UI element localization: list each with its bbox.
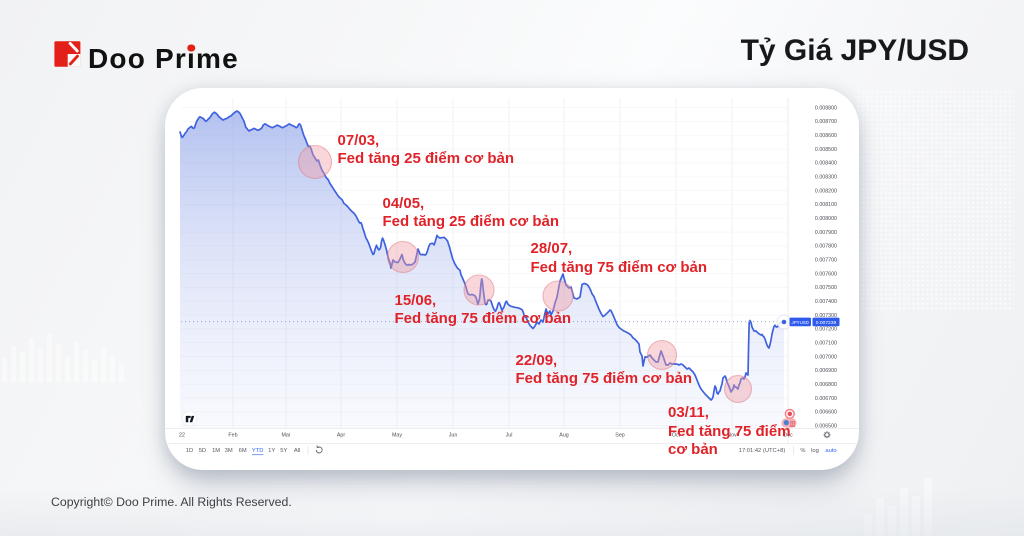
svg-text:1D: 1D [186,448,193,454]
svg-text:5Y: 5Y [280,448,287,454]
svg-text:0.008100: 0.008100 [815,202,837,208]
svg-text:0.007800: 0.007800 [815,244,837,250]
svg-text:3M: 3M [225,448,233,454]
svg-text:0.008500: 0.008500 [815,147,837,153]
svg-text:Jun: Jun [449,432,458,438]
svg-text:331: 331 [790,421,796,425]
svg-text:0.007000: 0.007000 [815,354,837,360]
svg-text:331: 331 [790,424,796,428]
svg-text:0.007400: 0.007400 [815,299,837,305]
svg-text:0.006500: 0.006500 [815,424,837,430]
svg-text:YTD: YTD [252,448,264,454]
svg-text:0.007200: 0.007200 [815,327,837,333]
svg-text:0.008700: 0.008700 [815,119,837,125]
svg-text:Feb: Feb [228,432,237,438]
svg-text:0.008600: 0.008600 [815,133,837,139]
svg-text:%: % [800,448,805,454]
svg-text:0.007300: 0.007300 [815,313,837,319]
svg-text:0.008400: 0.008400 [815,161,837,167]
svg-text:May: May [392,432,402,438]
svg-text:Dec: Dec [783,432,793,438]
svg-text:6M: 6M [239,448,247,454]
svg-text:0.008800: 0.008800 [815,105,837,111]
svg-text:Oct: Oct [672,432,681,438]
svg-text:Nov: Nov [727,432,737,438]
svg-text:log: log [811,448,819,454]
svg-text:Sep: Sep [615,432,624,438]
svg-text:0.008000: 0.008000 [815,216,837,222]
svg-text:0.006900: 0.006900 [815,368,837,374]
svg-text:All: All [294,448,300,454]
svg-text:0.006600: 0.006600 [815,410,837,416]
svg-text:0.007100: 0.007100 [815,341,837,347]
svg-text:0.006700: 0.006700 [815,396,837,402]
svg-text:17:01:42 (UTC+8): 17:01:42 (UTC+8) [739,448,786,454]
svg-text:Jul: Jul [506,432,513,438]
svg-text:0.006800: 0.006800 [815,382,837,388]
svg-text:1Y: 1Y [268,448,275,454]
svg-text:22: 22 [179,432,185,438]
svg-text:JPYUSD: JPYUSD [792,320,809,325]
svg-text:auto: auto [825,448,836,454]
svg-text:0.008200: 0.008200 [815,188,837,194]
svg-text:0.007500: 0.007500 [815,285,837,291]
svg-text:0.007600: 0.007600 [815,271,837,277]
svg-text:0.007700: 0.007700 [815,258,837,264]
svg-text:Aug: Aug [559,432,568,438]
svg-text:0.007239: 0.007239 [816,320,837,326]
svg-text:5D: 5D [199,448,206,454]
svg-text:1M: 1M [212,448,220,454]
svg-text:Apr: Apr [337,432,345,438]
svg-text:0.007900: 0.007900 [815,230,837,236]
svg-text:Mar: Mar [281,432,290,438]
svg-text:0.008300: 0.008300 [815,175,837,181]
